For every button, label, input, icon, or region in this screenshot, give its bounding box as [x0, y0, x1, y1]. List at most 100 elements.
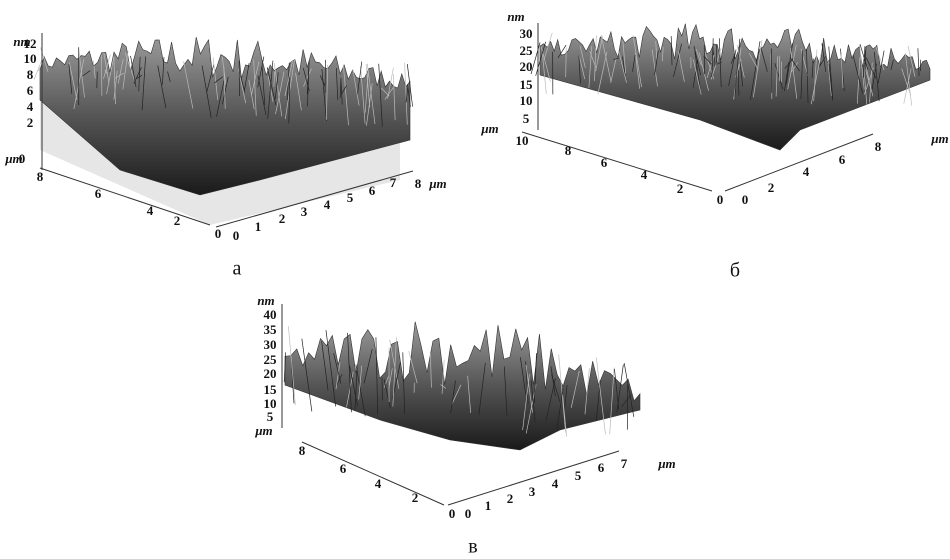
surface-ridge — [654, 50, 659, 76]
surface-ridge — [407, 84, 411, 108]
surface-ridge — [104, 70, 108, 75]
surface-ridge — [307, 67, 310, 107]
surface-ridge — [380, 87, 390, 97]
surface-ridge — [347, 332, 352, 413]
depth-tick-label: 2 — [677, 181, 684, 196]
width-tick-label: 1 — [485, 498, 492, 513]
z-tick-label: 40 — [264, 307, 277, 322]
surface-ridge — [813, 49, 818, 102]
surface-ridge — [522, 374, 530, 431]
surface-ridge — [392, 337, 397, 407]
surface-ridge — [875, 45, 885, 71]
surface-ridge — [78, 47, 85, 98]
surface-ridge — [622, 40, 627, 74]
surface-ridge — [33, 58, 43, 80]
surface-ridge — [877, 50, 885, 84]
z-tick-label: 5 — [523, 111, 530, 126]
surface-ridge — [68, 62, 78, 100]
surface-ridge — [698, 52, 709, 91]
depth-tick-label: 6 — [340, 461, 347, 476]
width-tick-label: 2 — [507, 491, 514, 506]
surface-ridge — [340, 80, 343, 105]
width-tick-label: 7 — [390, 175, 397, 190]
width-tick-label: 4 — [324, 197, 331, 212]
surface-ridge — [284, 59, 295, 120]
surface-ridge — [693, 46, 702, 76]
surface-ridge — [673, 43, 682, 78]
surface-ridge — [856, 57, 861, 104]
z-tick-label: 20 — [520, 59, 533, 74]
surface-ridge — [901, 68, 912, 96]
surface-ridge — [692, 59, 702, 95]
width-tick-label: 0 — [233, 228, 240, 243]
surface-ridge — [206, 64, 215, 93]
axis-line — [447, 450, 620, 506]
surface-ridge — [584, 368, 590, 415]
surface-ridge — [138, 56, 141, 92]
width-tick-label: 8 — [875, 139, 882, 154]
surface-ridge — [609, 367, 615, 435]
surface-ridge — [183, 61, 194, 109]
surface-ridge — [811, 58, 814, 78]
surface-ridge — [622, 56, 626, 76]
surface-ridge — [273, 71, 276, 87]
surface-ridge — [730, 54, 736, 64]
surface-ridge — [384, 87, 394, 100]
surface-ridge — [68, 64, 73, 94]
surface-ridge — [325, 330, 336, 407]
surface-ridge — [352, 69, 360, 106]
z-tick-label: 10 — [520, 93, 533, 108]
z-tick-label: 15 — [520, 77, 534, 92]
surface-ridge — [530, 380, 536, 423]
surface-ridge — [543, 32, 553, 60]
surface-ridge — [864, 46, 867, 82]
surface-ridge — [711, 38, 714, 77]
depth-tick-label: 4 — [147, 203, 154, 218]
surface-ridge — [562, 394, 567, 437]
surface-ridge — [670, 36, 673, 66]
depth-unit: μm — [480, 121, 498, 136]
surface-ridge — [363, 349, 373, 384]
surface-ridge — [859, 44, 868, 70]
surface-ridge — [828, 46, 834, 101]
surface-ridge — [404, 62, 408, 125]
surface-ridge — [790, 48, 798, 99]
surface-ridge — [122, 50, 129, 90]
surface-ridge — [216, 79, 225, 117]
surface-ridge — [360, 65, 366, 124]
surface-ridge — [890, 59, 894, 70]
depth-tick-label: 2 — [174, 213, 181, 228]
surface-ridge — [785, 43, 793, 85]
surface-ridge — [266, 67, 277, 106]
surface-ridge — [355, 364, 366, 417]
surface-ridge — [551, 374, 561, 402]
surface-ridge — [859, 44, 865, 90]
depth-tick-label: 0 — [449, 506, 456, 521]
surface-ridge — [222, 76, 229, 105]
surface-ridge — [790, 57, 800, 72]
surface-ridge — [787, 44, 797, 90]
z-tick-label: 2 — [27, 115, 34, 130]
surface-ridge — [862, 46, 866, 78]
surface — [39, 37, 411, 196]
surface-ridge — [253, 59, 257, 116]
surface-ridge — [655, 41, 658, 61]
depth-tick-label: 4 — [375, 476, 382, 491]
surface-ridge — [800, 50, 804, 100]
depth-tick-label: 8 — [37, 169, 44, 184]
surface-ridge — [113, 70, 118, 100]
z-tick-label: 20 — [264, 366, 277, 381]
surface-ridge — [406, 64, 413, 107]
surface-ridge — [333, 353, 342, 384]
width-unit: μm — [930, 131, 948, 146]
surface-ridge — [392, 362, 401, 399]
width-tick-label: 5 — [575, 468, 582, 483]
surface-ridge — [692, 59, 698, 88]
surface-ridge — [441, 359, 445, 394]
surface-ridge — [595, 357, 606, 435]
surface-ridge — [365, 64, 371, 108]
surface-ridge — [806, 48, 809, 103]
surface-ridge — [388, 368, 393, 389]
surface-ridge — [162, 57, 165, 85]
